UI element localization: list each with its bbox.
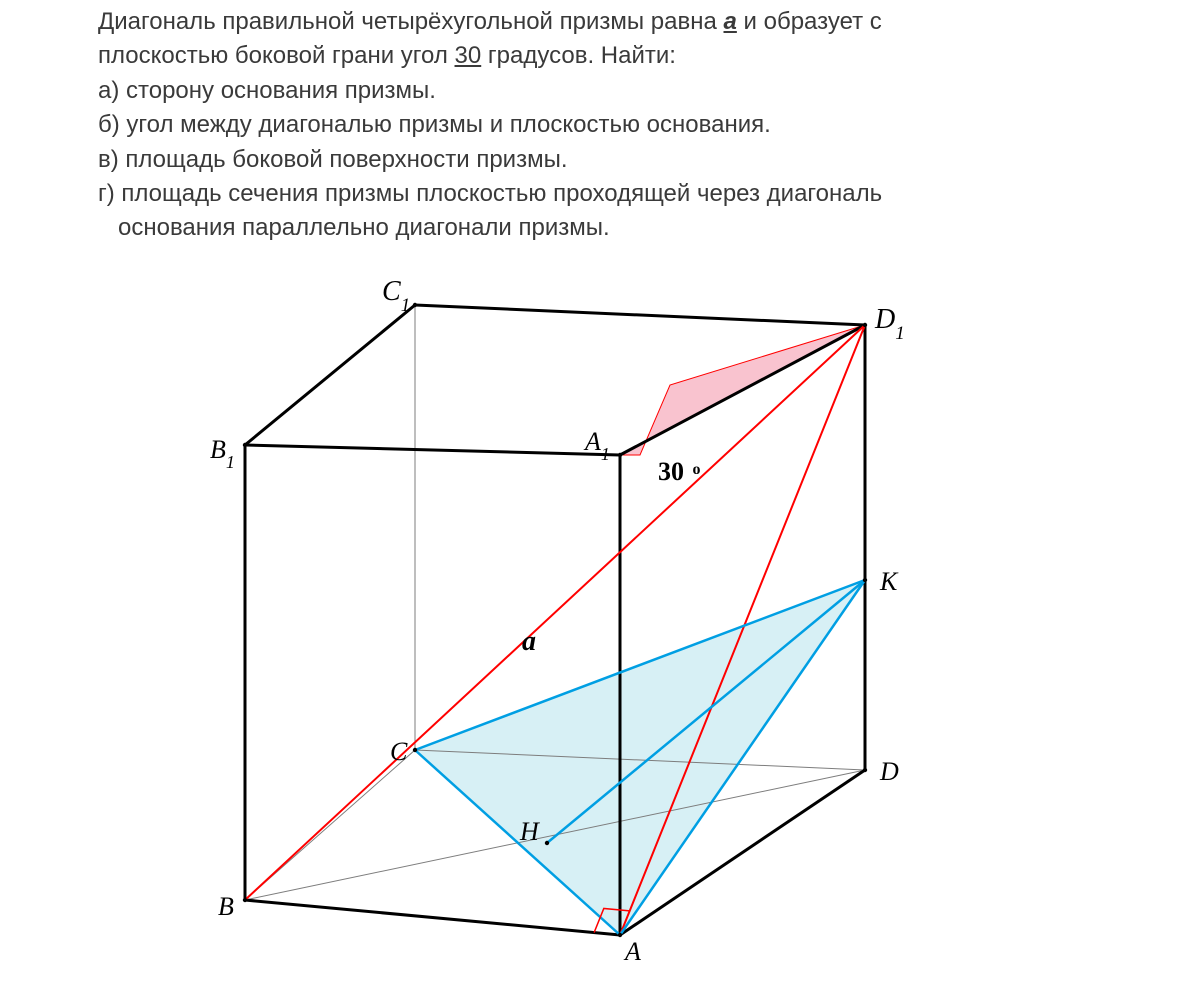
svg-text:D1: D1 — [874, 304, 905, 344]
item-v: в) площадь боковой поверхности призмы. — [98, 144, 1098, 176]
text-fragment: и образует с — [737, 8, 882, 35]
svg-text:B: B — [218, 892, 234, 921]
problem-text: Диагональ правильной четырёхугольной при… — [98, 6, 1098, 247]
text-fragment: Диагональ правильной четырёхугольной при… — [98, 8, 724, 35]
page: Диагональ правильной четырёхугольной при… — [0, 0, 1200, 993]
prism-diagram: B A D C B1 A1 D1 C1 H Ka 30 o — [110, 280, 1090, 980]
svg-text:C1: C1 — [382, 280, 410, 316]
svg-text:a: a — [522, 626, 536, 657]
text-fragment: градусов. Найти: — [481, 42, 676, 69]
angle-value: 30 — [455, 42, 482, 69]
svg-text:B1: B1 — [210, 435, 235, 472]
item-a: а) сторону основания призмы. — [98, 75, 1098, 107]
text-line-1: Диагональ правильной четырёхугольной при… — [98, 6, 1098, 38]
item-g-2: основания параллельно диагонали призмы. — [98, 212, 1098, 244]
diagram-svg: B A D C B1 A1 D1 C1 H Ka 30 o — [110, 280, 1090, 980]
text-line-2: плоскостью боковой грани угол 30 градусо… — [98, 40, 1098, 72]
item-g-1: г) площадь сечения призмы плоскостью про… — [98, 178, 1098, 210]
svg-text:30 o: 30 o — [658, 457, 701, 486]
variable-a: a — [724, 8, 737, 35]
svg-text:H: H — [519, 817, 540, 846]
svg-text:K: K — [879, 567, 899, 596]
svg-text:D: D — [879, 757, 899, 786]
item-b: б) угол между диагональю призмы и плоско… — [98, 109, 1098, 141]
svg-text:A1: A1 — [583, 427, 610, 464]
text-fragment: плоскостью боковой грани угол — [98, 42, 455, 69]
svg-text:A: A — [623, 937, 641, 966]
svg-text:C: C — [390, 737, 408, 766]
